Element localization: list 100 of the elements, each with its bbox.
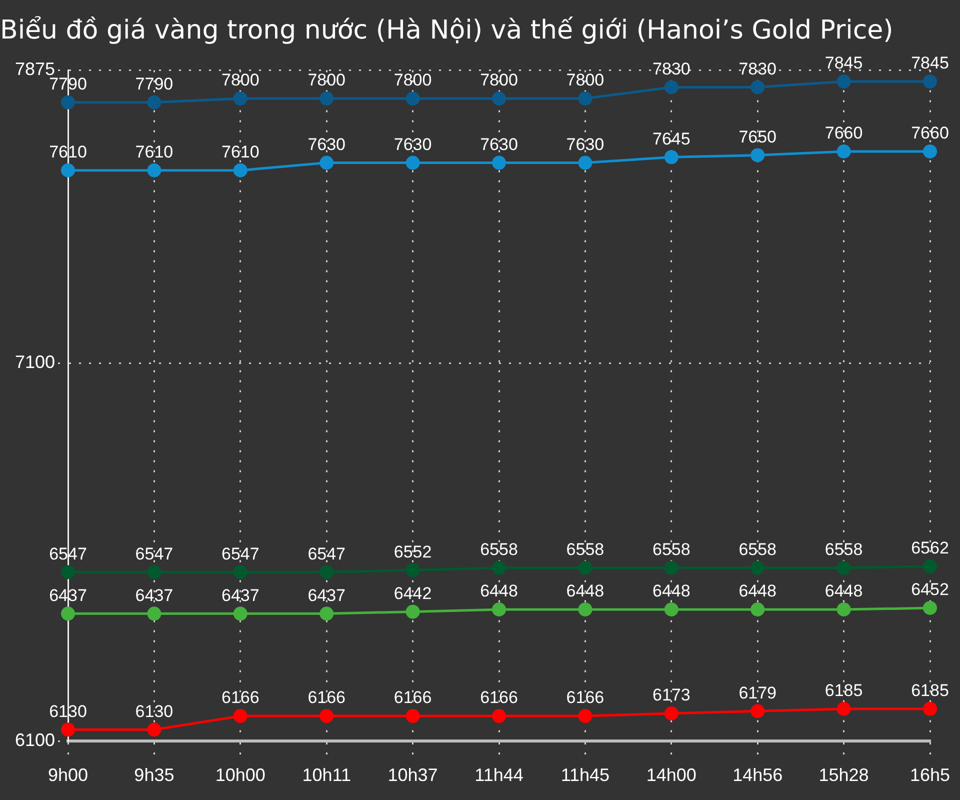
point [923,702,937,716]
point [320,709,334,724]
data-label: 7650 [738,127,777,146]
data-label: 6166 [566,688,604,708]
data-label: 6448 [480,582,518,601]
data-label: 6558 [480,540,518,560]
data-label: 7800 [221,70,260,90]
point [664,602,678,616]
point [750,148,765,162]
data-label: 7845 [824,54,863,73]
x-tick-label: 9h00 [48,764,88,785]
point [923,559,937,574]
point [61,163,75,178]
point [406,156,420,170]
data-label: 7790 [135,74,174,94]
data-label: 7845 [911,54,949,73]
data-label: 6437 [308,586,346,605]
data-label: 6547 [221,544,260,564]
data-label: 6448 [652,582,690,601]
data-label: 6558 [738,540,777,560]
y-tick-label: 6100 [14,730,55,750]
point [836,144,851,158]
data-label: 7660 [911,124,949,143]
data-label: 6442 [394,584,432,603]
x-tick-label: 9h35 [134,764,174,785]
x-tick-label: 14h00 [646,764,696,785]
point [61,722,75,737]
point [147,163,162,178]
point [61,606,75,621]
point [578,92,592,106]
point [147,565,162,580]
data-label: 6562 [911,538,949,558]
data-label: 7630 [566,134,604,154]
x-tick-label: 11h45 [560,764,610,785]
point [664,80,678,94]
point [233,565,248,580]
point [492,560,506,575]
point [233,709,248,724]
data-label: 6558 [824,540,863,560]
data-label: 7800 [394,70,432,90]
point [750,602,765,616]
data-label: 7830 [652,59,690,78]
data-label: 6452 [911,580,949,600]
point [750,80,765,94]
data-label: 7800 [308,70,346,90]
x-tick-label: 10h11 [302,764,351,785]
data-label: 6130 [135,702,174,721]
data-label: 6173 [652,686,690,705]
data-label: 6166 [394,688,432,708]
x-tick-label: 10h37 [388,764,438,785]
data-label: 7610 [135,142,174,162]
point [750,560,765,575]
point [406,563,420,578]
x-tick-label: 10h00 [215,764,266,785]
point [406,709,420,724]
data-label: 6552 [394,542,432,562]
data-label: 7630 [394,134,432,154]
point [923,144,937,158]
data-label: 6558 [652,540,690,560]
point [578,560,592,575]
y-tick-label: 7100 [14,352,55,372]
point [578,602,592,616]
data-label: 6185 [911,681,949,700]
point [750,704,765,718]
point [923,74,937,89]
data-label: 6448 [738,582,777,601]
point [923,600,937,615]
point [61,95,75,110]
point [147,606,162,621]
x-tick-label: 11h44 [474,764,524,785]
x-tick-label: 16h5 [910,764,950,785]
point [320,565,334,580]
data-label: 6166 [221,688,260,708]
point [836,702,851,716]
point [320,606,334,621]
point [233,163,248,178]
point [492,602,506,616]
data-label: 6179 [738,683,777,702]
point [492,92,506,106]
data-label: 6437 [135,586,174,605]
point [492,709,506,724]
data-label: 7800 [566,70,604,90]
data-label: 7645 [652,129,690,148]
data-label: 7630 [308,134,346,154]
point [61,565,75,580]
point [664,706,678,720]
data-label: 7630 [480,134,518,154]
point [147,722,162,737]
data-label: 6547 [135,544,174,564]
data-label: 7830 [738,59,777,78]
data-label: 7660 [824,124,863,143]
data-label: 6547 [308,544,346,564]
point [406,604,420,619]
data-label: 6558 [566,540,604,560]
data-label: 6437 [221,586,260,605]
data-label: 6185 [824,681,863,700]
data-label: 6166 [308,688,346,708]
point [578,156,592,170]
data-label: 7610 [221,142,260,162]
chart-title: Biểu đồ giá vàng trong nước (Hà Nội) và thế giới (Hanoi’s Gold Price) [0,15,894,46]
